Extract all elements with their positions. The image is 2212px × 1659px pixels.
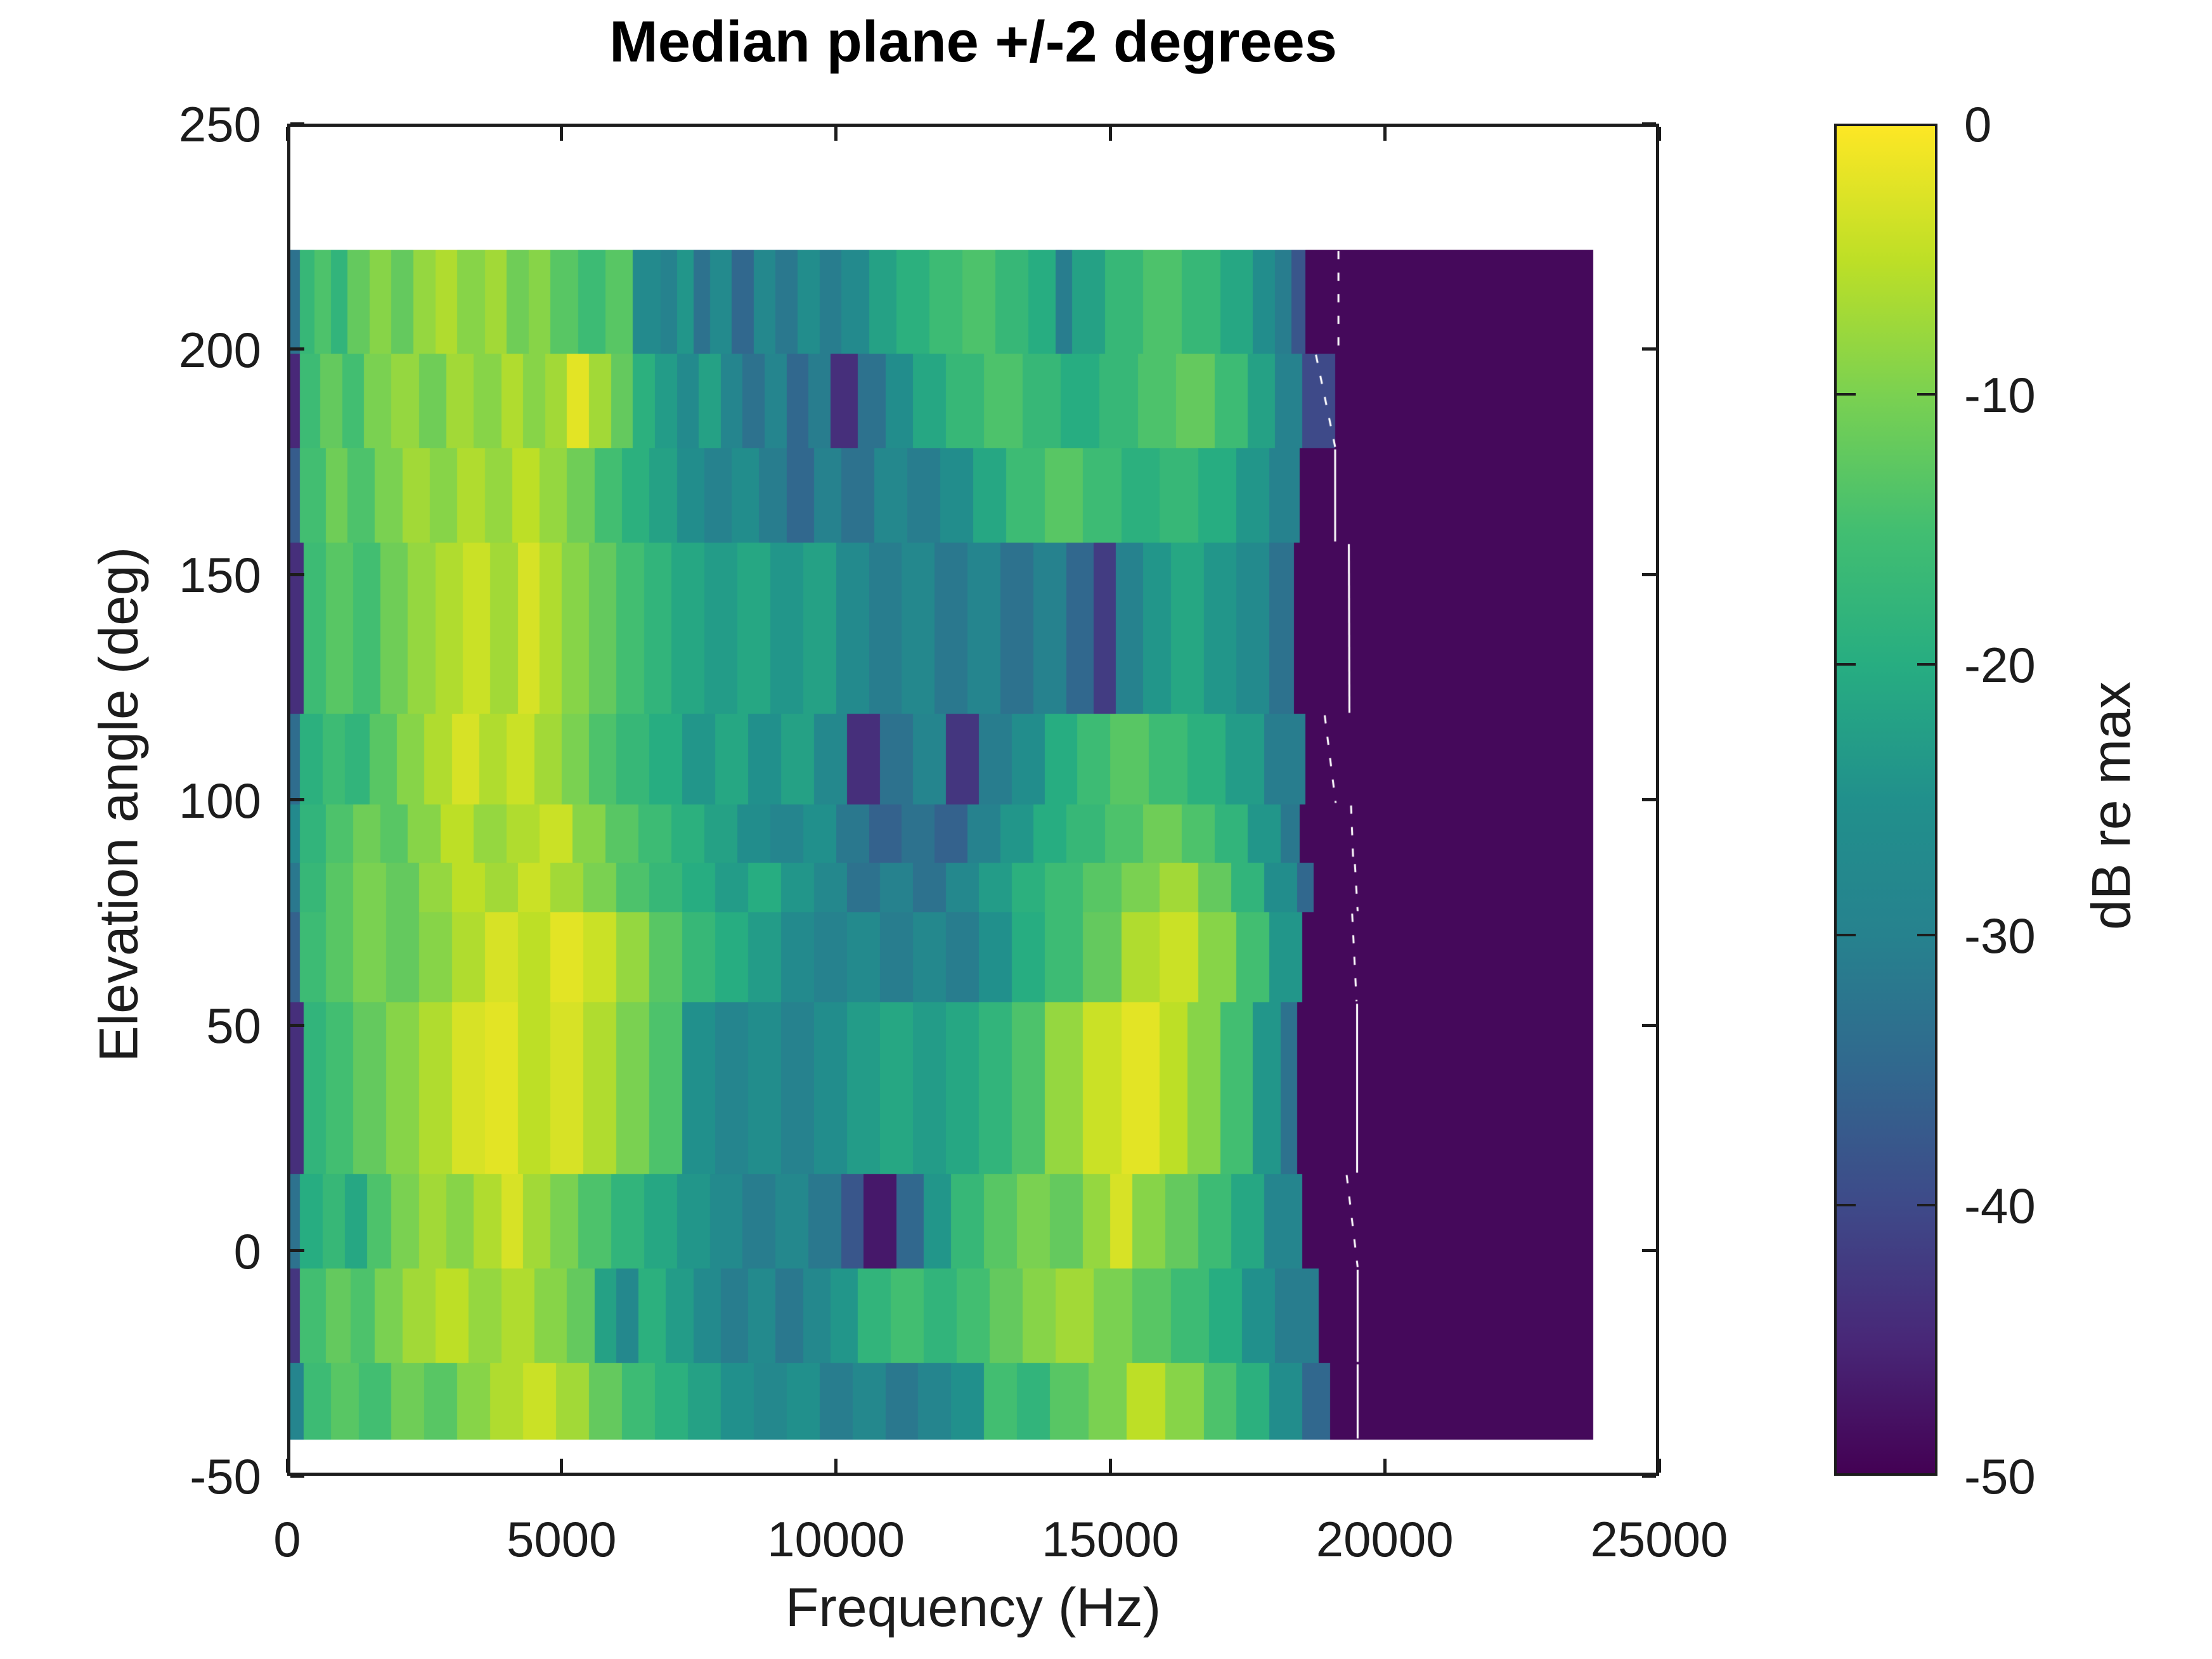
y-tick-mark-right xyxy=(1642,798,1656,801)
x-tick-label: 15000 xyxy=(1041,1511,1179,1567)
x-tick-mark-top xyxy=(560,127,564,141)
x-tick-mark-top xyxy=(1657,127,1661,141)
colorbar-label: dB re max xyxy=(2081,681,2142,930)
y-tick-mark xyxy=(290,1474,304,1478)
y-tick-mark xyxy=(290,572,304,576)
y-tick-label: 250 xyxy=(178,96,261,152)
x-tick-mark xyxy=(1657,1459,1661,1473)
colorbar-tick-mark xyxy=(1837,392,1856,396)
y-tick-mark xyxy=(290,1023,304,1027)
x-tick-mark xyxy=(834,1459,838,1473)
colorbar-tick-label: -30 xyxy=(1964,907,2036,964)
x-tick-mark-top xyxy=(1383,127,1387,141)
x-tick-label: 10000 xyxy=(767,1511,905,1567)
y-tick-mark xyxy=(290,798,304,801)
y-tick-mark xyxy=(290,347,304,351)
x-tick-mark xyxy=(1383,1459,1387,1473)
colorbar-tick-mark xyxy=(1837,933,1856,936)
x-tick-label: 0 xyxy=(273,1511,301,1567)
y-tick-label: -50 xyxy=(190,1449,261,1504)
y-tick-mark xyxy=(290,122,304,126)
y-tick-label: 50 xyxy=(206,998,261,1054)
y-tick-label: 0 xyxy=(233,1223,261,1279)
colorbar-tick-label: -10 xyxy=(1964,366,2036,423)
y-tick-label: 100 xyxy=(178,772,261,829)
y-tick-mark xyxy=(290,1249,304,1252)
colorbar-tick-label: 0 xyxy=(1964,96,1992,152)
x-axis-label: Frequency (Hz) xyxy=(785,1577,1161,1638)
x-tick-mark-top xyxy=(834,127,838,141)
x-tick-mark xyxy=(1108,1459,1112,1473)
colorbar-tick-mark-right xyxy=(1917,392,1936,396)
colorbar-tick-label: -20 xyxy=(1964,637,2036,694)
x-tick-mark xyxy=(560,1459,564,1473)
x-tick-label: 20000 xyxy=(1316,1511,1454,1567)
y-tick-label: 200 xyxy=(178,321,261,378)
y-tick-mark-right xyxy=(1642,347,1656,351)
y-tick-mark-right xyxy=(1642,572,1656,576)
colorbar-tick-mark xyxy=(1837,1204,1856,1207)
y-tick-mark-right xyxy=(1642,122,1656,126)
x-tick-label: 5000 xyxy=(507,1511,617,1567)
colorbar-tick-mark xyxy=(1837,663,1856,666)
colorbar xyxy=(1834,124,1937,1476)
colorbar-tick-mark-right xyxy=(1917,663,1936,666)
heatmap-canvas xyxy=(287,124,1659,1476)
x-tick-mark xyxy=(285,1459,289,1473)
y-tick-mark-right xyxy=(1642,1249,1656,1252)
chart-title: Median plane +/-2 degrees xyxy=(609,10,1337,74)
y-axis-label: Elevation angle (deg) xyxy=(88,546,150,1062)
colorbar-tick-mark-right xyxy=(1917,933,1936,936)
y-tick-mark-right xyxy=(1642,1474,1656,1478)
colorbar-tick-mark-right xyxy=(1917,1204,1936,1207)
y-tick-mark-right xyxy=(1642,1023,1656,1027)
x-tick-mark-top xyxy=(1108,127,1112,141)
colorbar-tick-label: -50 xyxy=(1964,1449,2036,1504)
y-tick-label: 150 xyxy=(178,547,261,603)
x-tick-label: 25000 xyxy=(1590,1511,1728,1567)
colorbar-tick-label: -40 xyxy=(1964,1178,2036,1234)
x-tick-mark-top xyxy=(285,127,289,141)
plot-box xyxy=(287,124,1659,1476)
